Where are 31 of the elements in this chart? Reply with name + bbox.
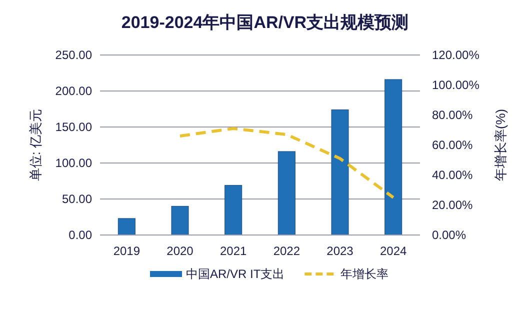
x-tick-label: 2024 (380, 244, 408, 258)
bar (171, 206, 189, 236)
x-tick-label: 2019 (113, 244, 140, 258)
y-tick-label: 100.00 (55, 156, 92, 170)
bar (278, 151, 296, 236)
bar (118, 218, 136, 236)
y2-tick-label: 20.00% (432, 198, 474, 212)
bar (384, 79, 402, 236)
y2-axis-title: 年增长率(%) (493, 108, 508, 182)
y-tick-label: 200.00 (55, 84, 92, 98)
y2-tick-label: 100.00% (432, 78, 480, 92)
y2-tick-label: 0.00% (432, 228, 466, 242)
legend-label: 年增长率 (340, 267, 389, 281)
y-tick-label: 150.00 (55, 120, 92, 134)
bar (331, 109, 349, 236)
x-tick-label: 2020 (166, 244, 194, 258)
y-axis-title: 单位: 亿美元 (28, 108, 43, 182)
legend-label: 中国AR/VR IT支出 (186, 267, 285, 281)
x-tick-label: 2022 (273, 244, 300, 258)
y-tick-label: 0.00 (68, 228, 92, 242)
x-tick-label: 2023 (326, 244, 354, 258)
line-series (178, 127, 395, 199)
chart-title: 2019-2024年中国AR/VR支出规模预测 (121, 13, 409, 32)
y2-tick-label: 40.00% (432, 168, 474, 182)
bar (224, 185, 242, 236)
x-tick-label: 2021 (220, 244, 248, 258)
y2-tick-label: 80.00% (432, 108, 474, 122)
y-tick-label: 50.00 (62, 192, 92, 206)
y2-tick-label: 120.00% (432, 48, 480, 62)
y-tick-label: 250.00 (55, 48, 92, 62)
y2-tick-label: 60.00% (432, 138, 474, 152)
